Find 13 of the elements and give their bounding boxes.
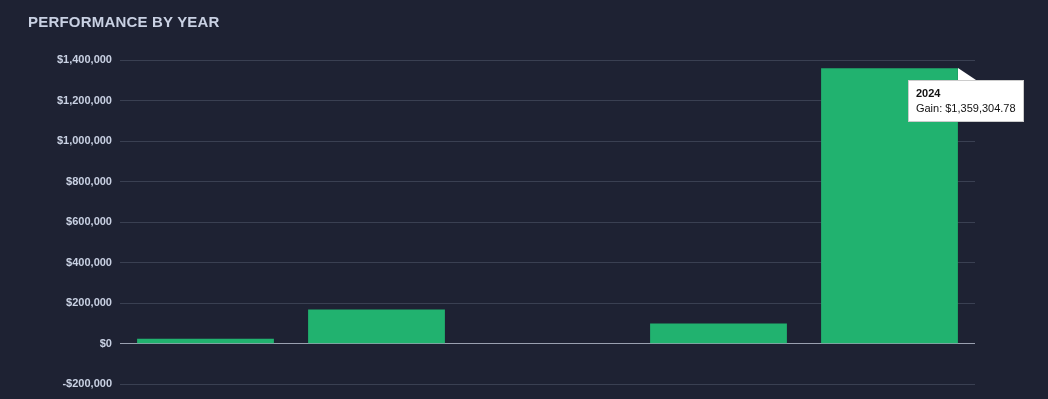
annotation: 2024 Gain: $1,359,304.78: [915, 86, 1016, 117]
y-tick-label: $200,000: [66, 296, 112, 309]
y-tick-label: $0: [99, 336, 112, 349]
y-tick-label: $1,200,000: [56, 93, 112, 106]
bar: [650, 323, 787, 344]
y-tick-label: $1,000,000: [56, 134, 112, 147]
y-tick-label: $600,000: [66, 215, 112, 228]
chart-title: PERFORMANCE BY YEAR: [28, 13, 220, 30]
y-tick-label: $800,000: [66, 174, 112, 187]
y-tick-label: -$200,000: [62, 377, 112, 390]
y-tick-label: $400,000: [66, 255, 112, 268]
bar: [308, 309, 445, 344]
y-tick-label: $1,400,000: [56, 53, 112, 66]
